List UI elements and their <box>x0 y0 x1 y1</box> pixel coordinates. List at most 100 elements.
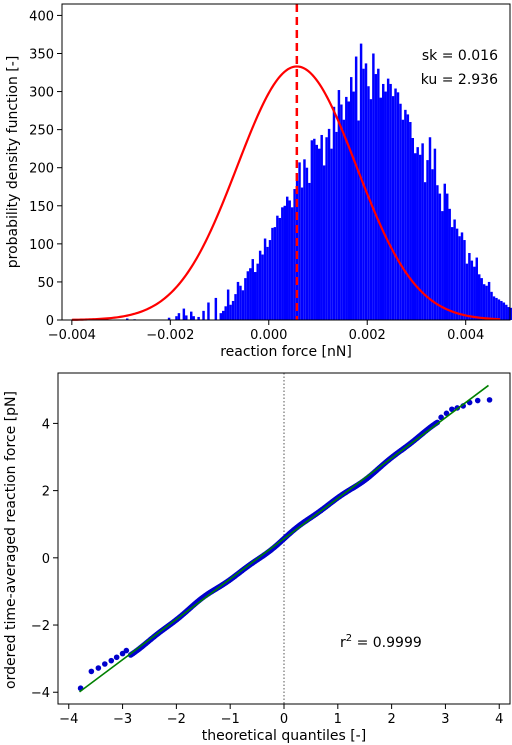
histogram-bar <box>229 304 232 320</box>
histogram-bar <box>214 297 218 320</box>
x-axis-ticks: −4 −3 −2 −1 0 1 2 3 4 <box>59 704 503 727</box>
histogram-bar <box>421 143 424 320</box>
histogram-bar <box>352 91 355 320</box>
histogram-bar <box>450 227 454 320</box>
histogram-bar <box>251 259 254 320</box>
y-tick-label: −2 <box>31 619 50 634</box>
histogram-bar <box>286 196 289 320</box>
histogram-bar <box>490 291 493 320</box>
histogram-bar <box>386 78 390 321</box>
histogram-bar <box>485 285 488 320</box>
histogram-bar <box>246 271 250 320</box>
histogram-bar <box>367 86 370 321</box>
histogram-bar <box>510 307 512 320</box>
x-tick-label: −0.004 <box>48 328 96 343</box>
histogram-bar <box>455 228 459 320</box>
histogram-bar <box>470 260 474 320</box>
histogram-bar <box>507 307 510 320</box>
histogram-bar <box>359 43 363 320</box>
histogram-bar <box>478 274 481 320</box>
x-tick-label: −3 <box>113 712 132 727</box>
histogram-bar <box>256 263 259 320</box>
r-squared-value: = 0.9999 <box>352 635 422 651</box>
x-tick-label: 2 <box>387 712 395 727</box>
y-tick-label: −4 <box>31 686 50 701</box>
histogram-bar <box>236 281 240 320</box>
qq-point <box>434 419 441 426</box>
x-tick-label: −2 <box>167 712 186 727</box>
histogram-bar <box>345 96 348 321</box>
histogram-bar <box>463 240 466 320</box>
histogram-bar <box>295 180 299 320</box>
histogram-bar <box>263 238 267 320</box>
histogram-bar <box>382 83 385 320</box>
histogram-bar <box>177 313 181 320</box>
qq-point <box>449 406 455 413</box>
histogram-bar <box>254 272 257 320</box>
y-tick-label: 350 <box>29 47 54 62</box>
histogram-bar <box>460 232 464 320</box>
y-axis-ticks: 0 50 100 150 200 250 300 350 400 <box>29 9 62 329</box>
histogram-bar <box>219 313 222 320</box>
histogram-bar <box>428 137 432 320</box>
y-tick-label: 0 <box>42 552 50 567</box>
histogram-bar <box>399 103 402 320</box>
histogram-bar <box>303 159 306 320</box>
histogram-bar <box>278 217 282 320</box>
histogram-bar <box>384 91 387 320</box>
histogram-bar <box>409 122 412 321</box>
qq-point <box>438 414 444 421</box>
r-squared-base: r <box>340 635 346 651</box>
histogram-bar <box>231 300 235 320</box>
x-axis-label: theoretical quantiles [-] <box>202 728 366 744</box>
histogram-bar <box>416 147 419 320</box>
histogram-bar <box>308 182 311 320</box>
histogram-bar <box>436 185 439 320</box>
histogram-bar <box>423 182 427 320</box>
histogram-bar <box>468 252 471 320</box>
x-axis-label: reaction force [nN] <box>220 344 352 360</box>
y-tick-label: 250 <box>29 124 54 139</box>
x-tick-label: 0.002 <box>349 328 386 343</box>
histogram-bar <box>487 281 491 320</box>
histogram-bar <box>276 215 279 320</box>
histogram-bar <box>480 278 483 320</box>
y-tick-label: 50 <box>37 276 54 291</box>
histogram-bar <box>396 92 400 320</box>
qq-point <box>123 647 130 654</box>
histogram-bar <box>320 134 323 320</box>
histogram-bar <box>202 310 205 320</box>
histogram-bar <box>502 302 506 320</box>
histogram-bar <box>290 207 294 320</box>
histogram-bar <box>431 169 434 320</box>
histogram-bar <box>347 101 350 320</box>
histogram-bar <box>268 240 272 320</box>
r-squared-superscript: 2 <box>346 633 352 644</box>
qq-point <box>486 397 493 403</box>
histogram-bar <box>318 148 321 320</box>
x-tick-label: 0.000 <box>250 328 287 343</box>
skewness-annotation: sk = 0.016 <box>422 48 498 64</box>
histogram-bar <box>185 315 188 320</box>
y-axis-ticks: −4 −2 0 2 4 <box>31 417 58 701</box>
y-tick-label: 100 <box>29 238 54 253</box>
histogram-bar <box>389 83 392 320</box>
qq-point <box>113 654 120 661</box>
histogram-bar <box>411 138 414 320</box>
histogram-bar <box>310 140 314 320</box>
x-tick-label: −1 <box>221 712 240 727</box>
histogram-bar <box>273 227 277 320</box>
qq-fit-line <box>79 384 489 693</box>
histogram-bar <box>473 266 476 320</box>
histogram-bar <box>335 131 338 320</box>
histogram-bar <box>379 97 382 320</box>
histogram-bar <box>197 316 200 320</box>
histogram-bar <box>207 302 210 320</box>
histogram-bar <box>322 165 326 320</box>
histogram-bar <box>192 316 195 320</box>
histogram-bar <box>293 189 296 320</box>
histogram-chart: −0.004 −0.002 0.000 0.002 0.004 0 50 100 150 200… <box>5 3 512 360</box>
histogram-bar <box>258 250 262 320</box>
histogram-bar <box>372 53 375 321</box>
y-tick-label: 200 <box>29 162 54 177</box>
